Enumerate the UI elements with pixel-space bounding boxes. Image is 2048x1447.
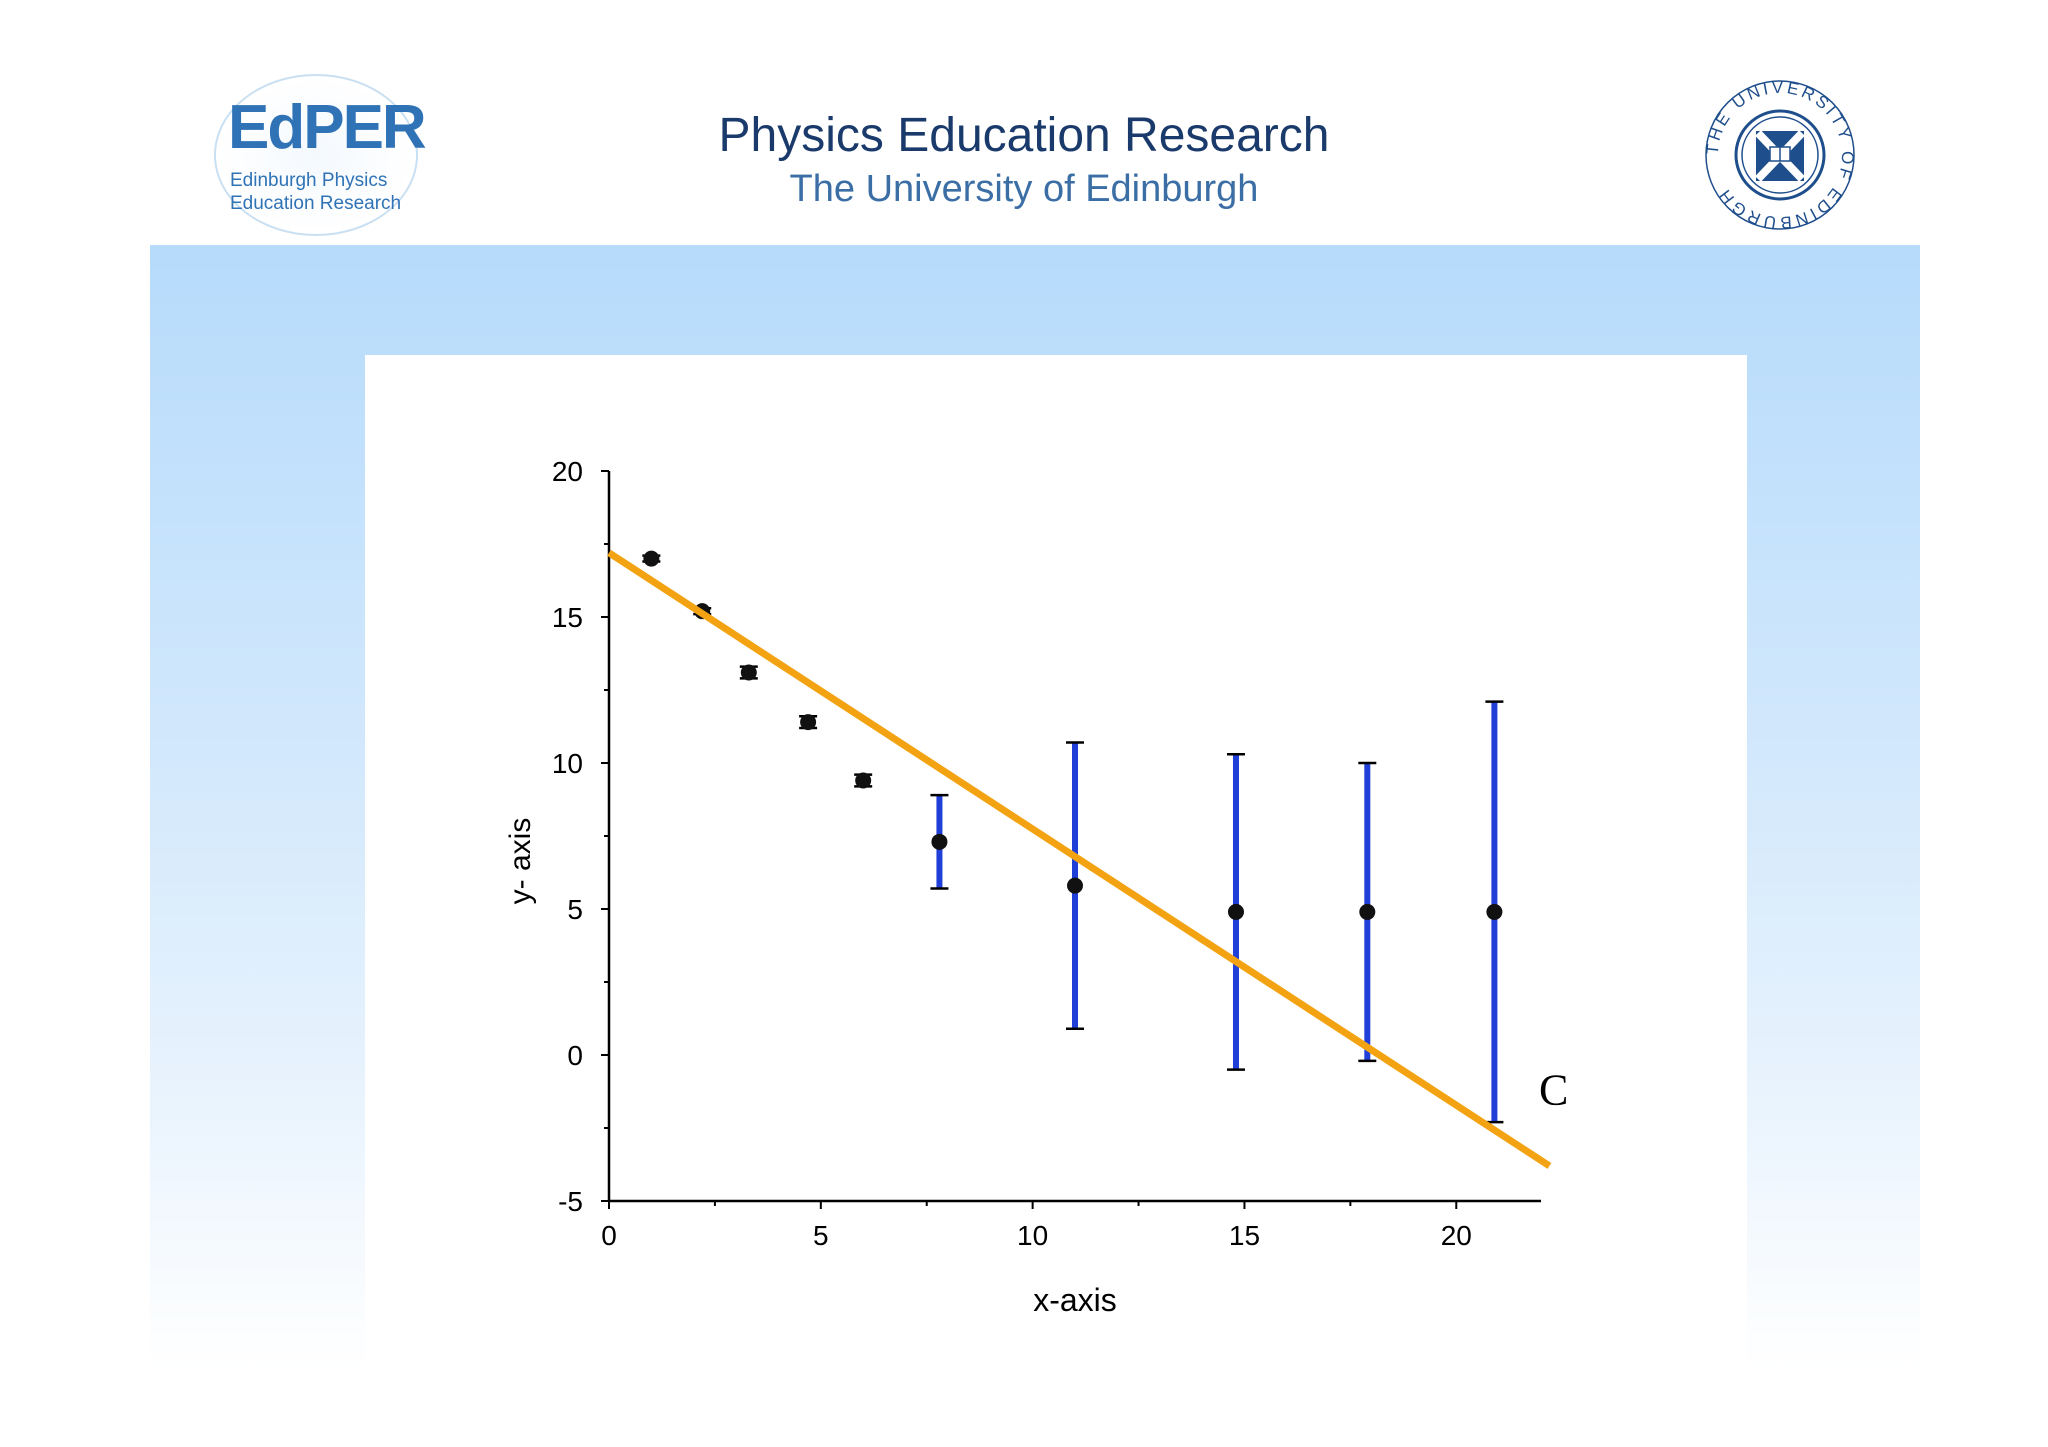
page-subtitle: The University of Edinburgh [789, 168, 1259, 210]
data-point [1359, 903, 1376, 920]
x-tick-label: 10 [1017, 1220, 1048, 1251]
x-tick-label: 0 [601, 1220, 617, 1251]
data-point [1486, 903, 1503, 920]
x-tick-label: 15 [1229, 1220, 1260, 1251]
fit-line [607, 549, 1552, 1169]
edper-logo-ring [214, 74, 418, 236]
edper-line-2: Education Research [230, 193, 402, 214]
error-bars [642, 554, 1504, 1124]
data-point [1067, 877, 1083, 894]
y-tick-label: -5 [558, 1186, 583, 1217]
university-crest-icon [1734, 109, 1826, 201]
x-tick-label: 20 [1441, 1220, 1472, 1251]
university-logo: THE UNIVERSITY OF EDINBURGH [1703, 78, 1855, 232]
x-axis-label: x-axis [1033, 1282, 1117, 1318]
data-point [1227, 903, 1244, 920]
y-axis-label: y- axis [504, 818, 537, 905]
page-title: Physics Education Research [718, 109, 1330, 162]
y-tick-label: 10 [552, 748, 583, 779]
data-point [800, 714, 817, 731]
data-point [740, 664, 757, 681]
data-point [643, 550, 660, 567]
axis-labels: 0 5 10 15 20 -5 0 5 10 15 20 x-axis y- axis C [504, 456, 1568, 1318]
data-point [931, 833, 948, 850]
data-points [643, 550, 1503, 920]
y-tick-label: 0 [567, 1040, 583, 1071]
y-tick-label: 20 [552, 456, 583, 487]
data-point [855, 772, 872, 789]
edper-line-1: Edinburgh Physics [230, 170, 388, 191]
y-tick-label: 15 [552, 602, 583, 633]
fit-line-group [607, 549, 1552, 1169]
edper-wordmark: EdPER [228, 93, 427, 162]
y-tick-label: 5 [567, 894, 583, 925]
x-tick-label: 5 [813, 1220, 829, 1251]
edper-logo: EdPER Edinburgh Physics Education Resear… [208, 72, 427, 237]
axes [601, 470, 1541, 1209]
annotation-c: C [1539, 1066, 1568, 1115]
